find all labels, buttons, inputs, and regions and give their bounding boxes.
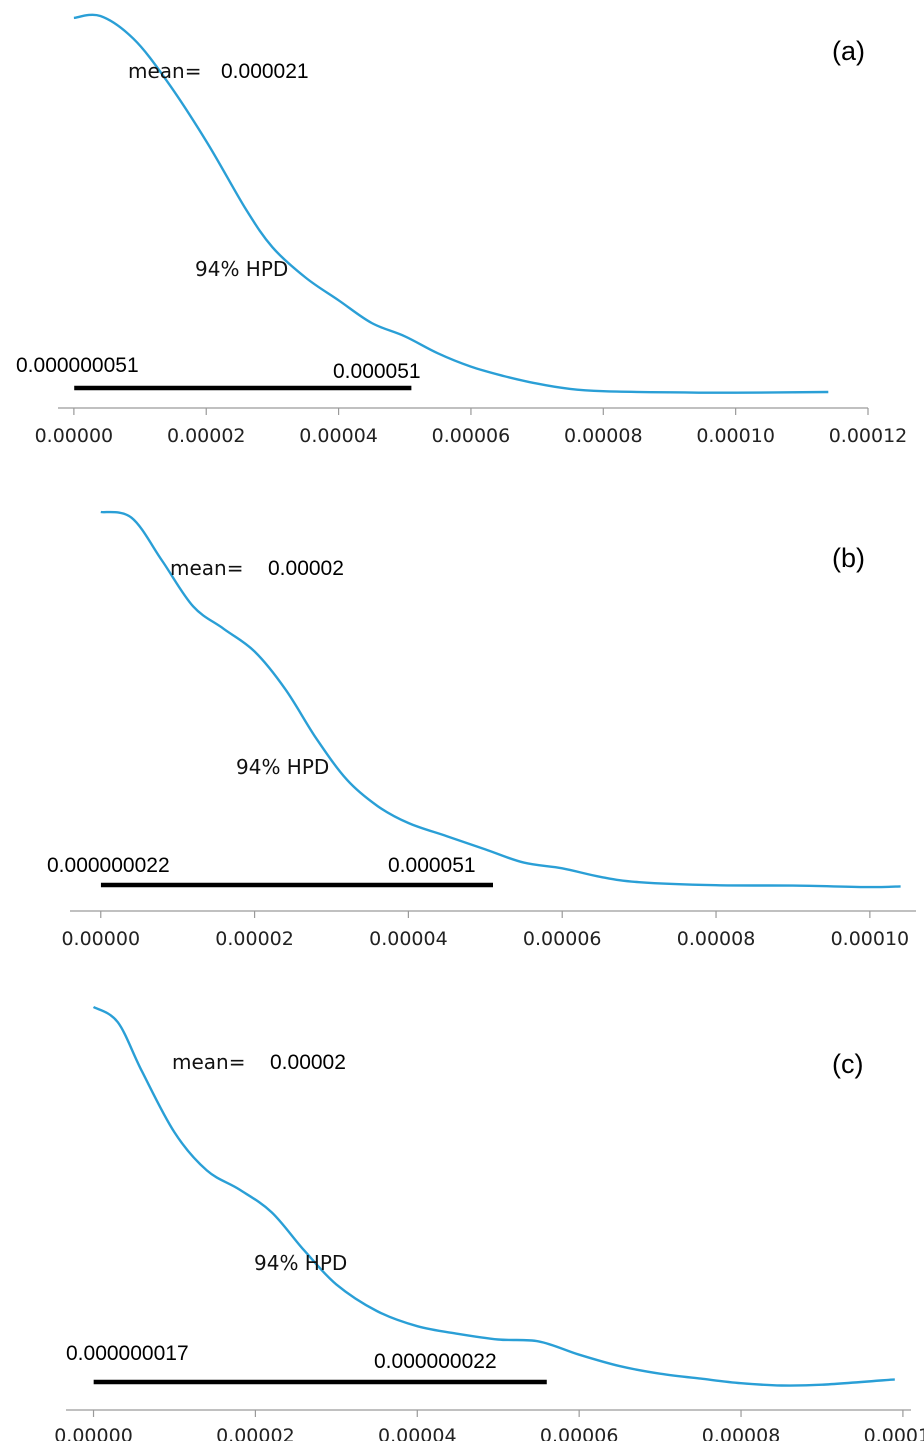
hpd-high-label: 0.000000022	[374, 1350, 497, 1373]
x-tick-label: 0.00000	[61, 928, 140, 950]
hpd-low-label: 0.000000022	[47, 854, 170, 877]
x-tick-label: 0.00006	[432, 425, 511, 447]
x-tick-label: 0.00008	[702, 1425, 781, 1441]
hpd-label: 94% HPD	[254, 1251, 347, 1275]
x-tick-label: 0.00006	[523, 928, 602, 950]
panel-label: (c)	[832, 1049, 863, 1079]
mean-value: 0.000021	[221, 60, 309, 83]
hpd-label: 94% HPD	[195, 257, 288, 281]
x-tick-label: 0.00002	[216, 1425, 295, 1441]
hpd-label: 94% HPD	[236, 755, 329, 779]
x-tick-label: 0.00004	[299, 425, 378, 447]
hpd-high-label: 0.000051	[333, 360, 421, 383]
x-tick-label: 0.00004	[378, 1425, 457, 1441]
x-tick-label: 0.00010	[831, 928, 910, 950]
x-tick-label: 0.00010	[864, 1425, 924, 1441]
x-tick-label: 0.00000	[54, 1425, 133, 1441]
x-tick-label: 0.00004	[369, 928, 448, 950]
hpd-low-label: 0.000000017	[66, 1342, 189, 1365]
x-tick-label: 0.00006	[540, 1425, 619, 1441]
x-tick-label: 0.00002	[215, 928, 294, 950]
density-curve	[73, 13, 829, 394]
density-curve	[100, 510, 901, 889]
mean-value: 0.00002	[270, 1051, 346, 1074]
density-curve	[92, 1005, 895, 1387]
hpd-high-label: 0.000051	[388, 854, 476, 877]
x-tick-label: 0.00008	[677, 928, 756, 950]
hpd-low-label: 0.000000051	[16, 354, 139, 377]
panel-label: (b)	[832, 543, 865, 573]
mean-label: mean=	[172, 1050, 245, 1074]
x-tick-label: 0.00010	[696, 425, 775, 447]
mean-label: mean=	[128, 59, 201, 83]
mean-value: 0.00002	[268, 557, 344, 580]
x-tick-label: 0.00012	[829, 425, 908, 447]
mean-label: mean=	[170, 556, 243, 580]
panel-label: (a)	[832, 36, 865, 66]
x-tick-label: 0.00008	[564, 425, 643, 447]
x-tick-label: 0.00002	[167, 425, 246, 447]
x-tick-label: 0.00000	[35, 425, 114, 447]
